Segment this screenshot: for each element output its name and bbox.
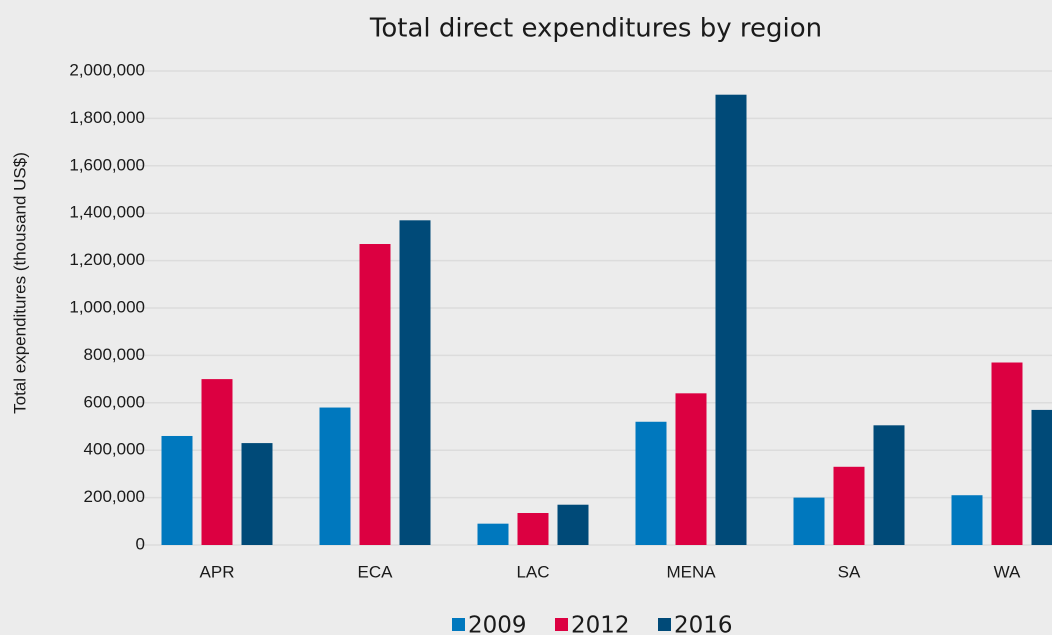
bar bbox=[793, 497, 825, 545]
bar bbox=[675, 393, 707, 545]
y-tick-label: 1,400,000 bbox=[69, 203, 145, 222]
legend-swatch bbox=[658, 618, 671, 631]
y-tick-label: 400,000 bbox=[84, 440, 145, 459]
y-tick-label: 0 bbox=[136, 534, 145, 553]
y-tick-label: 2,000,000 bbox=[69, 60, 145, 79]
y-tick-label: 200,000 bbox=[84, 487, 145, 506]
x-tick-label: ECA bbox=[358, 562, 394, 581]
bar bbox=[833, 466, 865, 545]
y-axis-label: Total expenditures (thousand US$) bbox=[10, 152, 29, 414]
chart-title: Total direct expenditures by region bbox=[369, 14, 822, 44]
bar bbox=[991, 362, 1023, 545]
x-tick-label: LAC bbox=[516, 562, 549, 581]
y-tick-label: 600,000 bbox=[84, 392, 145, 411]
bar bbox=[557, 504, 589, 545]
legend-label: 2012 bbox=[571, 613, 630, 635]
y-tick-label: 1,000,000 bbox=[69, 297, 145, 316]
bar bbox=[715, 94, 747, 545]
bar bbox=[201, 379, 233, 545]
legend-label: 2016 bbox=[674, 613, 733, 635]
bar bbox=[517, 513, 549, 545]
x-tick-label: SA bbox=[838, 562, 861, 581]
x-tick-label: APR bbox=[200, 562, 235, 581]
bar bbox=[477, 523, 509, 545]
bar bbox=[951, 495, 983, 545]
bar bbox=[399, 220, 431, 545]
bar bbox=[1031, 409, 1052, 545]
y-tick-label: 1,600,000 bbox=[69, 155, 145, 174]
legend-swatch bbox=[452, 618, 465, 631]
bar bbox=[161, 435, 193, 545]
y-tick-label: 800,000 bbox=[84, 345, 145, 364]
bar bbox=[241, 443, 273, 545]
bar bbox=[319, 407, 351, 545]
legend-swatch bbox=[555, 618, 568, 631]
y-tick-label: 1,200,000 bbox=[69, 250, 145, 269]
x-tick-label: WA bbox=[994, 562, 1021, 581]
legend-label: 2009 bbox=[468, 613, 527, 635]
bar bbox=[635, 421, 667, 545]
bar bbox=[359, 244, 391, 545]
x-tick-label: MENA bbox=[666, 562, 716, 581]
y-tick-label: 1,800,000 bbox=[69, 108, 145, 127]
bar bbox=[873, 425, 905, 545]
